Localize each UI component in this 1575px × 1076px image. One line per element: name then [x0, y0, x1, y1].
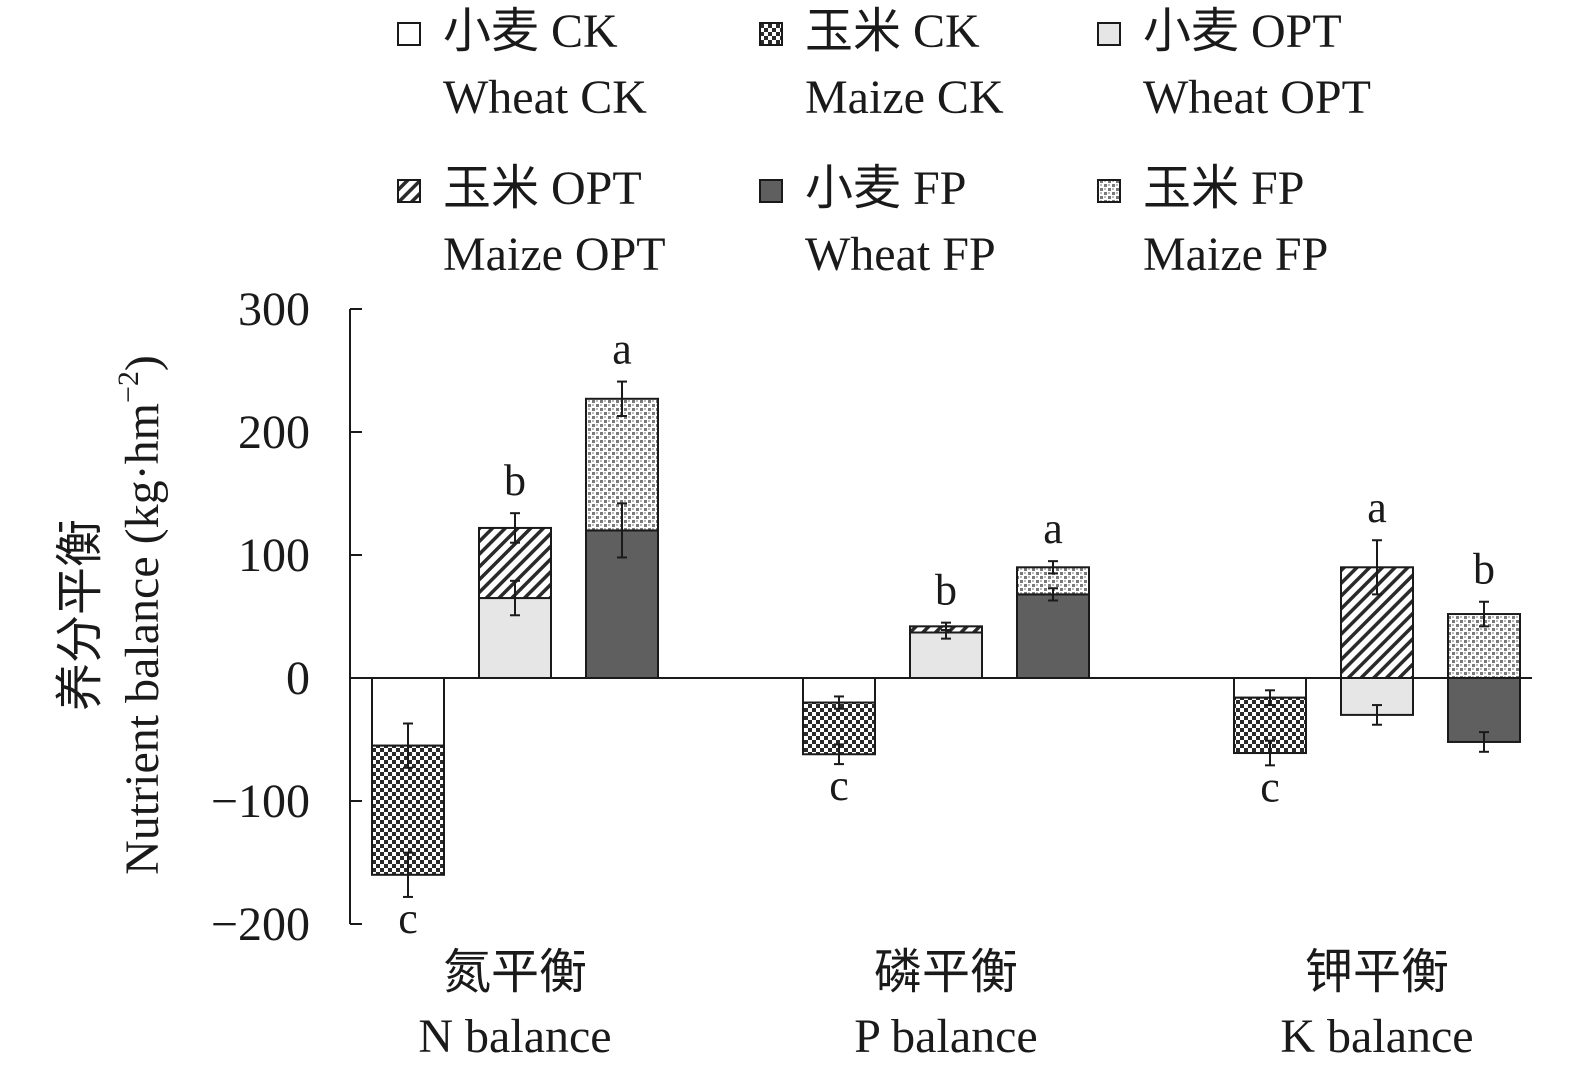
group-label-cn: 钾平衡 [1305, 946, 1449, 999]
bars [371, 380, 1521, 898]
legend-swatch-maize_ck [759, 22, 783, 46]
y-tick-label: 100 [238, 529, 310, 582]
legend-label-cn-maize_ck: 玉米 CK [805, 5, 980, 58]
legend-label-en-maize_ck: Maize CK [805, 71, 1004, 124]
bar-p-opt-wheat [909, 631, 983, 679]
legend-swatch-maize_opt [397, 179, 421, 203]
labels: c b a 氮平衡 N balance c b a 磷平衡 P balance c a b 钾平衡 K ba… [398, 325, 1495, 1063]
bar-n-ck-significance-letter: c [398, 894, 418, 943]
y-tick-label: 300 [238, 283, 310, 336]
axes: 300 200 100 0 −100 −200 养分平衡 Nutrient balance (… [54, 283, 1532, 951]
legend-label-en-maize_fp: Maize FP [1143, 228, 1328, 281]
legend-label-cn-maize_fp: 玉米 FP [1143, 162, 1304, 215]
bar-n-fp-significance-letter: a [612, 325, 632, 374]
legend-label-en-maize_opt: Maize OPT [443, 228, 666, 281]
group-label-cn: 氮平衡 [443, 946, 587, 999]
legend-label-cn-wheat_opt: 小麦 OPT [1143, 5, 1342, 58]
y-axis-title-cn: 养分平衡 [54, 519, 107, 711]
legend-label-cn-maize_opt: 玉米 OPT [443, 162, 642, 215]
group-label-cn: 磷平衡 [874, 946, 1018, 999]
legend-swatch-wheat_fp [759, 179, 783, 203]
bar-p-fp-significance-letter: a [1043, 504, 1063, 553]
bar-p-fp-wheat [1016, 593, 1090, 679]
bar-k-opt-maize [1340, 566, 1414, 679]
legend-label-en-wheat_fp: Wheat FP [805, 228, 996, 281]
bar-n-opt-significance-letter: b [504, 456, 526, 505]
group-label-en: N balance [418, 1010, 611, 1063]
bar-k-fp-significance-letter: b [1473, 545, 1495, 594]
y-axis-title: 养分平衡 Nutrient balance (kg·hm−2) [54, 355, 169, 875]
legend-swatch-maize_fp [1097, 179, 1121, 203]
legend-label-cn-wheat_ck: 小麦 CK [443, 5, 618, 58]
y-axis-title-en: Nutrient balance (kg·hm−2) [112, 355, 169, 875]
legend: 小麦 CK Wheat CK 玉米 CK Maize CK 小麦 OPT Wheat OP… [397, 5, 1371, 281]
bar-p-ck-significance-letter: c [829, 761, 849, 810]
group-label-en: K balance [1280, 1010, 1473, 1063]
y-tick-label: −200 [211, 898, 310, 951]
bar-p-opt-significance-letter: b [935, 566, 957, 615]
group-label-en: P balance [854, 1010, 1037, 1063]
legend-swatch-wheat_opt [1097, 22, 1121, 46]
y-tick-label: −100 [211, 775, 310, 828]
y-tick-label: 0 [286, 652, 310, 705]
legend-label-en-wheat_opt: Wheat OPT [1143, 71, 1371, 124]
y-tick-label: 200 [238, 406, 310, 459]
legend-swatch-wheat_ck [397, 22, 421, 46]
bar-n-opt-wheat [478, 597, 552, 679]
bar-k-opt-significance-letter: a [1367, 483, 1387, 532]
bar-k-ck-significance-letter: c [1260, 762, 1280, 811]
legend-label-en-wheat_ck: Wheat CK [443, 71, 647, 124]
legend-label-cn-wheat_fp: 小麦 FP [805, 162, 966, 215]
bar-n-fp-wheat [585, 529, 659, 680]
